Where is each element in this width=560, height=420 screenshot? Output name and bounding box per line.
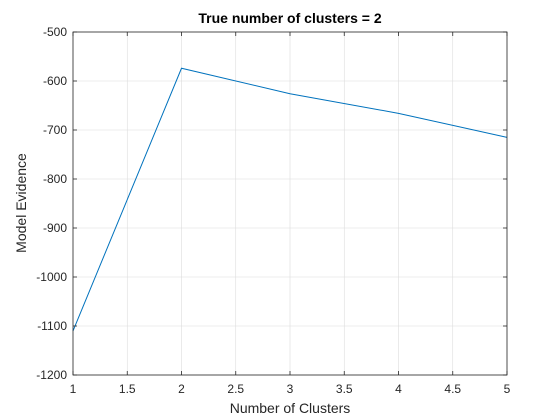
- x-tick-label: 1.5: [119, 382, 136, 396]
- y-tick-label: -500: [43, 25, 67, 39]
- y-tick-labels: -1200 -1100 -1000 -900 -800 -700 -600 -500: [36, 25, 67, 382]
- x-tick-label: 4.5: [444, 382, 461, 396]
- x-axis-label: Number of Clusters: [230, 400, 351, 416]
- ticks: [72, 31, 508, 376]
- y-axis-label: Model Evidence: [13, 153, 29, 253]
- x-tick-labels: 1 1.5 2 2.5 3 3.5 4 4.5 5: [70, 382, 511, 396]
- x-tick-label: 1: [70, 382, 77, 396]
- series-group: [72, 67, 508, 332]
- y-tick-label: -1100: [37, 319, 67, 333]
- x-tick-label: 4: [395, 382, 402, 396]
- x-tick-label: 2.5: [227, 382, 244, 396]
- x-tick-label: 5: [504, 382, 511, 396]
- x-tick-label: 3: [287, 382, 294, 396]
- x-tick-label: 2: [178, 382, 185, 396]
- series-line: [72, 67, 508, 332]
- chart-title: True number of clusters = 2: [198, 10, 381, 26]
- y-tick-label: -800: [43, 172, 67, 186]
- y-tick-label: -1000: [36, 270, 67, 284]
- y-tick-label: -1200: [36, 368, 67, 382]
- y-tick-label: -900: [43, 221, 67, 235]
- x-tick-label: 3.5: [336, 382, 353, 396]
- y-tick-label: -700: [43, 123, 67, 137]
- y-tick-label: -600: [43, 74, 67, 88]
